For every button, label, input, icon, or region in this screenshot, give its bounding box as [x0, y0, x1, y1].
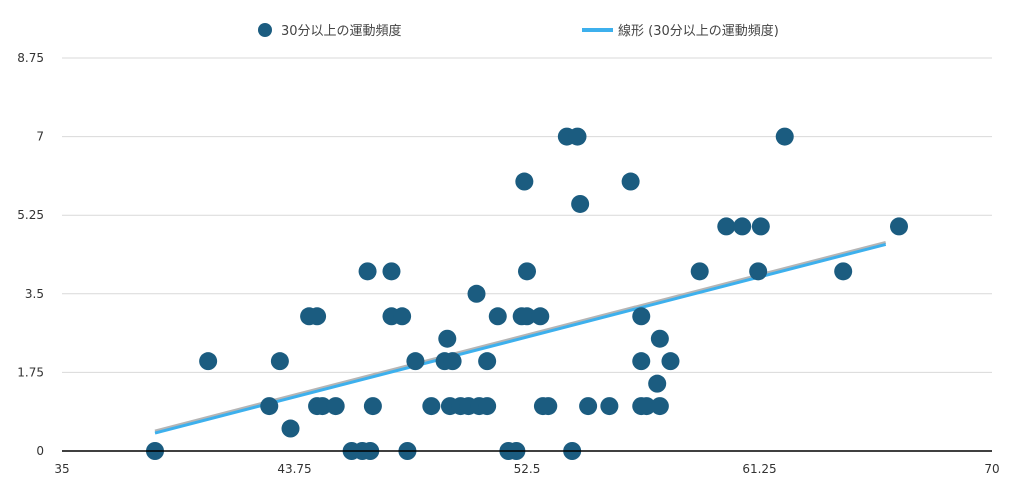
legend: 30分以上の運動頻度 線形 (30分以上の運動頻度) [258, 23, 779, 39]
data-point [775, 127, 794, 146]
y-tick-label: 3.5 [25, 287, 44, 301]
y-tick-labels: 0 1.75 3.5 5.25 7 8.75 [17, 51, 44, 458]
data-point [531, 307, 550, 326]
data-point [443, 352, 462, 371]
data-point [621, 172, 640, 191]
data-point [751, 217, 770, 236]
data-point [326, 397, 345, 416]
data-point [467, 284, 486, 303]
data-point [717, 217, 736, 236]
x-tick-label: 70 [984, 462, 999, 476]
y-tick-label: 5.25 [17, 208, 44, 222]
x-tick-labels: 35 43.75 52.5 61.25 70 [54, 462, 999, 476]
data-point [834, 262, 853, 281]
gridlines [62, 57, 992, 373]
legend-label-trendline: 線形 (30分以上の運動頻度) [618, 23, 779, 39]
y-tick-label: 7 [36, 130, 44, 144]
x-tick-label: 43.75 [277, 462, 311, 476]
data-point [393, 307, 412, 326]
data-point [632, 307, 651, 326]
x-tick-label: 35 [54, 462, 69, 476]
data-point [358, 262, 377, 281]
data-point [478, 352, 497, 371]
y-tick-label: 0 [36, 444, 44, 458]
data-point [382, 262, 401, 281]
data-point [308, 307, 327, 326]
data-point [539, 397, 558, 416]
data-point [650, 397, 669, 416]
data-point [568, 127, 587, 146]
data-point [518, 262, 536, 281]
data-point [690, 262, 709, 281]
data-point [313, 397, 332, 416]
scatter-points [146, 127, 908, 460]
y-tick-label: 1.75 [17, 365, 44, 379]
data-point [733, 217, 752, 236]
data-point [281, 419, 300, 438]
data-point [650, 329, 669, 348]
data-point [579, 397, 598, 416]
data-point [518, 307, 536, 326]
data-point [478, 397, 497, 416]
data-point [648, 374, 667, 393]
data-point [632, 352, 651, 371]
legend-label-scatter: 30分以上の運動頻度 [281, 23, 402, 39]
data-point [422, 397, 441, 416]
data-point [270, 352, 289, 371]
data-point [515, 172, 534, 191]
data-point [571, 194, 590, 213]
data-point [749, 262, 768, 281]
x-tick-label: 52.5 [514, 462, 541, 476]
data-point [199, 352, 218, 371]
data-point [363, 397, 382, 416]
data-point [260, 397, 279, 416]
data-point [600, 397, 619, 416]
legend-marker-scatter [258, 23, 272, 37]
x-tick-label: 61.25 [742, 462, 776, 476]
data-point [488, 307, 507, 326]
data-point [406, 352, 425, 371]
y-tick-label: 8.75 [17, 51, 44, 65]
data-point [637, 397, 656, 416]
data-point [438, 329, 457, 348]
data-point [890, 217, 908, 236]
data-point [661, 352, 680, 371]
